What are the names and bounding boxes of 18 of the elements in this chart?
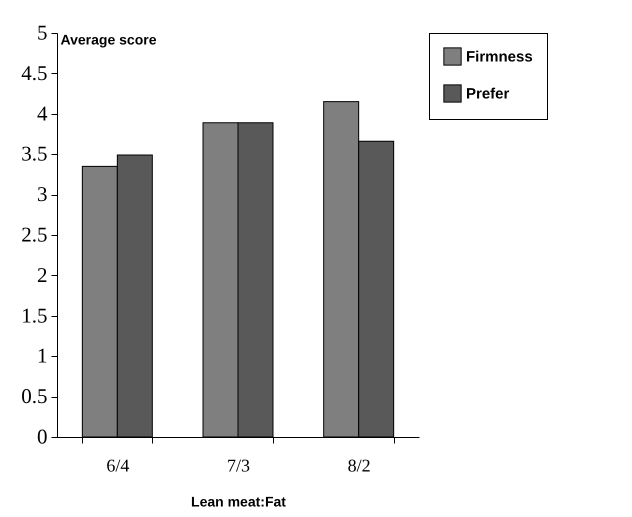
- y-tick-label: 5: [37, 20, 48, 44]
- legend-label: Firmness: [466, 48, 533, 66]
- y-axis-title: Average score: [60, 32, 157, 48]
- y-tick-label: 3.5: [21, 142, 48, 166]
- y-tick-label: 0: [37, 424, 48, 448]
- y-tick-label: 4.5: [21, 60, 48, 85]
- x-tick-label: 7/3: [226, 456, 250, 476]
- y-tick-label: 1.5: [21, 303, 48, 328]
- y-tick-label: 2: [37, 262, 48, 287]
- y-tick-label: 4: [37, 101, 48, 126]
- y-tick-label: 3: [37, 182, 48, 206]
- x-tick-label: 8/2: [348, 456, 371, 476]
- y-tick-label: 1: [37, 344, 48, 368]
- y-tick-label: 2.5: [21, 222, 48, 246]
- y-tick-label: 0.5: [21, 384, 48, 408]
- legend-label: Prefer: [466, 86, 510, 102]
- x-axis-title: Lean meat:Fat: [191, 494, 286, 510]
- x-tick-label: 6/4: [106, 456, 130, 476]
